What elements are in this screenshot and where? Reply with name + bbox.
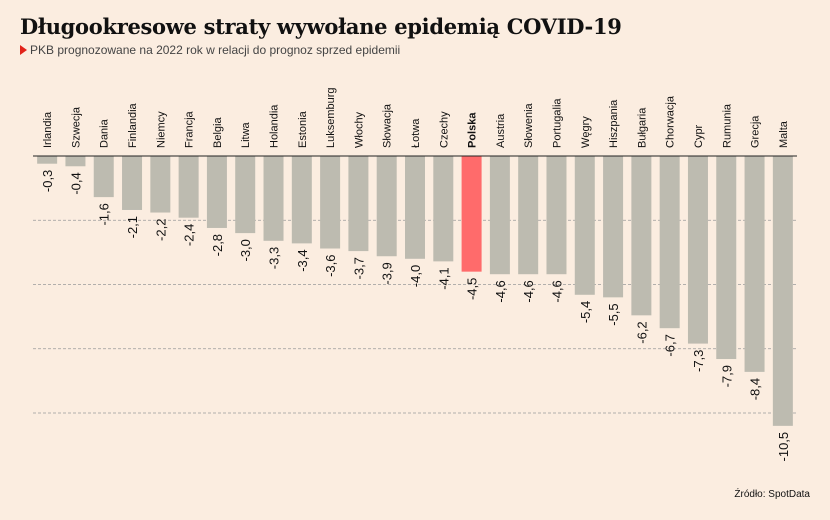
bar-7 (235, 156, 256, 234)
bar-17 (518, 156, 539, 275)
value-label: -4,5 (465, 278, 480, 300)
value-label: -10,5 (776, 432, 791, 462)
value-label: -3,0 (238, 239, 253, 261)
value-label: -3,7 (351, 257, 366, 279)
category-label: Luksemburg (325, 87, 337, 148)
bar-16 (489, 156, 510, 275)
value-label: -3,4 (295, 249, 310, 271)
category-label: Szwecja (70, 106, 82, 148)
value-label: -2,4 (182, 224, 197, 246)
category-label: Austria (495, 113, 507, 148)
bar-20 (603, 156, 624, 298)
bar-15 (461, 156, 482, 272)
triangle-marker-icon (20, 45, 27, 55)
category-label: Estonia (297, 110, 309, 148)
bar-13 (405, 156, 425, 259)
category-label: Holandia (269, 104, 281, 148)
value-label: -0,3 (40, 170, 55, 192)
category-label: Hiszpania (608, 99, 620, 148)
category-label: Francja (184, 110, 196, 148)
category-label: Łotwa (410, 118, 422, 148)
bar-23 (687, 156, 708, 344)
value-label: -1,6 (97, 203, 112, 225)
category-label: Węgry (580, 116, 592, 148)
value-label: -2,8 (210, 234, 225, 256)
category-label: Czechy (438, 111, 450, 148)
bar-6 (206, 156, 227, 228)
category-label: Malta (778, 120, 790, 148)
bar-2 (93, 156, 114, 198)
bar-11 (348, 156, 369, 252)
bar-22 (659, 156, 680, 329)
bar-14 (433, 156, 454, 262)
category-label: Niemcy (155, 111, 167, 148)
category-label: Bułgaria (636, 107, 648, 148)
source-note: Źródło: SpotData (734, 489, 810, 500)
chart-title: Długookresowe straty wywołane epidemią C… (20, 14, 622, 39)
value-label: -2,2 (153, 219, 168, 241)
category-label: Włochy (353, 111, 365, 148)
bar-21 (631, 156, 652, 316)
value-label: -2,1 (125, 216, 140, 238)
value-label: -4,0 (408, 265, 423, 287)
bar-19 (574, 156, 595, 295)
bar-8 (263, 156, 284, 241)
category-label: Chorwacja (665, 95, 677, 148)
chart-subtitle: PKB prognozowane na 2022 rok w relacji d… (20, 43, 400, 57)
bar-25 (744, 156, 765, 372)
value-label: -4,1 (436, 267, 451, 289)
value-label: -7,3 (691, 350, 706, 372)
category-label: Belgia (212, 117, 224, 148)
value-label: -5,5 (606, 303, 621, 325)
category-label: Dania (99, 118, 111, 148)
value-label: -6,2 (634, 321, 649, 343)
value-label: -4,6 (493, 280, 508, 302)
category-label: Cypr (693, 124, 705, 148)
value-label: -4,6 (521, 280, 536, 302)
category-label: Grecja (750, 115, 762, 148)
category-label: Portugalia (551, 98, 563, 148)
bar-18 (546, 156, 567, 275)
bar-26 (772, 156, 793, 426)
bar-3 (122, 156, 143, 210)
value-label: -6,7 (663, 334, 678, 356)
value-label: -3,6 (323, 255, 338, 277)
value-label: -7,9 (719, 365, 734, 387)
value-label: -8,4 (748, 378, 763, 400)
category-label: Litwa (240, 121, 252, 148)
category-label: Finlandia (127, 102, 139, 148)
category-label: Polska (467, 112, 479, 148)
bar-0 (37, 156, 58, 164)
category-label: Irlandia (42, 111, 54, 148)
value-label: -4,6 (549, 280, 564, 302)
value-label: -3,9 (380, 262, 395, 284)
bar-12 (376, 156, 397, 257)
category-label: Rumunia (721, 103, 733, 148)
bar-10 (320, 156, 341, 249)
category-label: Słowenia (523, 102, 535, 148)
value-label: -3,3 (267, 247, 282, 269)
chart-subtitle-text: PKB prognozowane na 2022 rok w relacji d… (30, 43, 401, 57)
bar-4 (150, 156, 171, 213)
bar-24 (716, 156, 737, 360)
value-label: -5,4 (578, 301, 593, 323)
bar-1 (65, 156, 86, 167)
value-label: -0,4 (68, 172, 83, 194)
bar-9 (291, 156, 312, 244)
category-label: Słowacja (382, 103, 394, 148)
bar-5 (178, 156, 199, 218)
